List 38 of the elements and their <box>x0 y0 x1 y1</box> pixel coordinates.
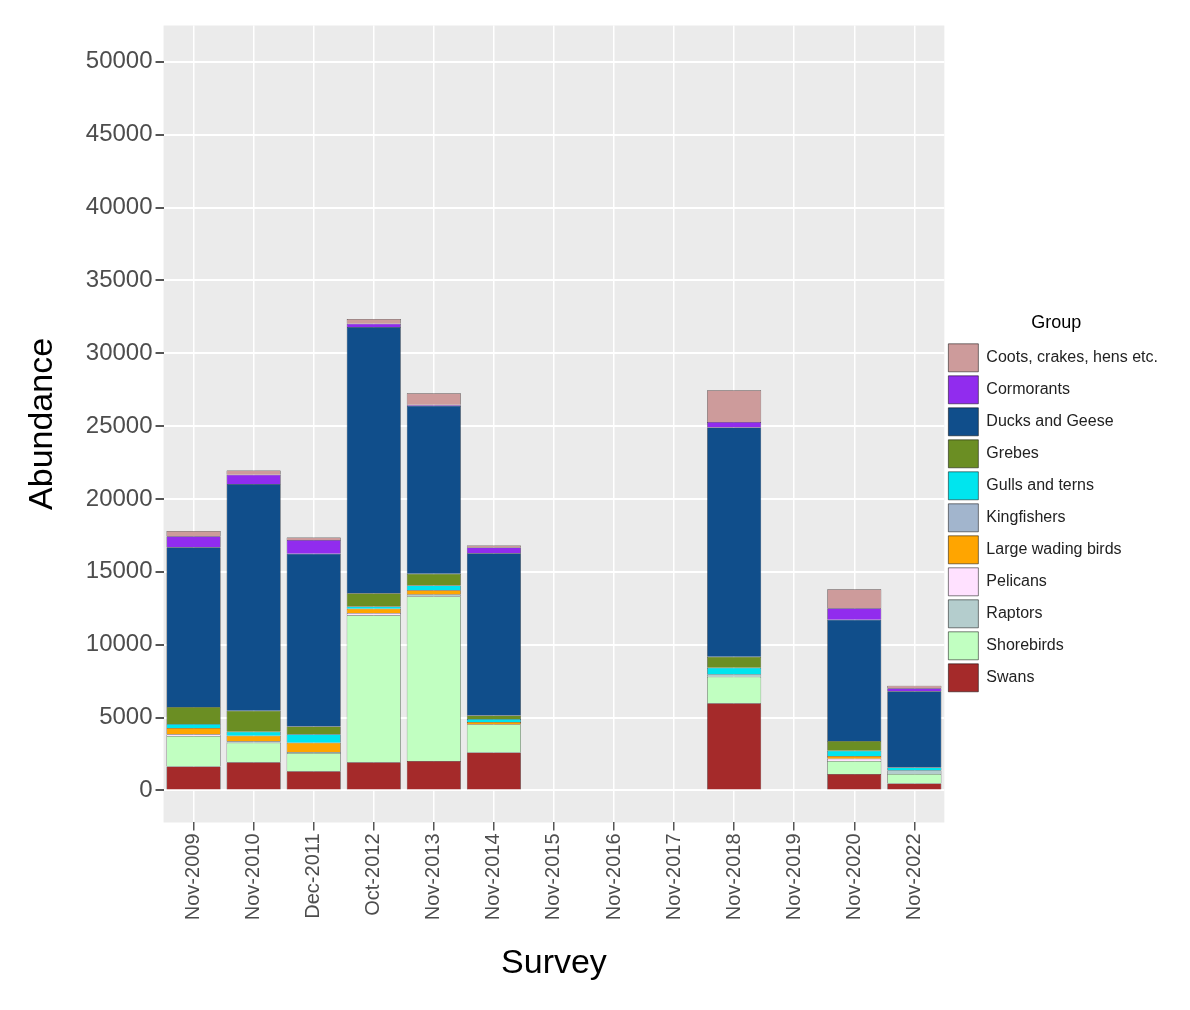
legend-label: Coots, crakes, hens etc. <box>986 348 1159 366</box>
y-tick-label: 25000 <box>85 410 153 438</box>
x-tick-label: Nov-2013 <box>421 833 444 921</box>
y-axis-title: Abundance <box>20 337 59 510</box>
y-tick-label: 0 <box>139 775 153 803</box>
y-tick-label: 40000 <box>85 192 153 220</box>
y-tick-label: 30000 <box>85 337 153 365</box>
x-tick-label: Nov-2014 <box>481 833 504 921</box>
legend-label: Raptors <box>986 604 1043 622</box>
legend-label: Grebes <box>986 444 1039 462</box>
y-tick-label: 35000 <box>85 265 153 293</box>
legend-label: Shorebirds <box>986 636 1064 654</box>
legend-label: Gulls and terns <box>986 476 1094 494</box>
y-tick-label: 15000 <box>85 556 153 584</box>
legend-title: Group <box>1031 312 1082 333</box>
x-tick-label: Nov-2017 <box>661 833 684 921</box>
x-tick-label: Nov-2018 <box>721 833 744 921</box>
legend-label: Pelicans <box>986 572 1047 590</box>
x-tick-label: Oct-2012 <box>361 833 384 916</box>
x-tick-label: Nov-2019 <box>781 833 804 921</box>
x-tick-label: Nov-2022 <box>901 833 924 921</box>
x-tick-label: Dec-2011 <box>301 833 324 919</box>
x-tick-label: Nov-2016 <box>601 833 624 921</box>
y-tick-label: 20000 <box>85 483 153 511</box>
x-tick-label: Nov-2009 <box>181 833 204 921</box>
legend-label: Ducks and Geese <box>986 412 1114 430</box>
legend-label: Cormorants <box>986 380 1070 398</box>
y-tick-label: 50000 <box>85 46 153 74</box>
legend-label: Swans <box>986 668 1035 686</box>
x-axis-title: Survey <box>501 941 607 980</box>
legend-label: Kingfishers <box>986 508 1066 526</box>
legend-label: Large wading birds <box>986 540 1122 558</box>
x-tick-label: Nov-2010 <box>241 833 264 921</box>
x-tick-label: Nov-2020 <box>841 833 864 921</box>
y-tick-label: 45000 <box>85 119 153 147</box>
x-tick-label: Nov-2015 <box>541 833 564 921</box>
y-tick-label: 5000 <box>99 702 153 730</box>
y-tick-label: 10000 <box>85 629 153 657</box>
